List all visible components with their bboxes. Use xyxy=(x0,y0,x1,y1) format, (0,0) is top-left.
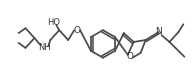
Text: N: N xyxy=(155,27,162,36)
Text: NH: NH xyxy=(38,43,51,52)
Text: O: O xyxy=(126,52,133,61)
Text: O: O xyxy=(74,26,81,35)
Text: HO: HO xyxy=(47,18,60,27)
